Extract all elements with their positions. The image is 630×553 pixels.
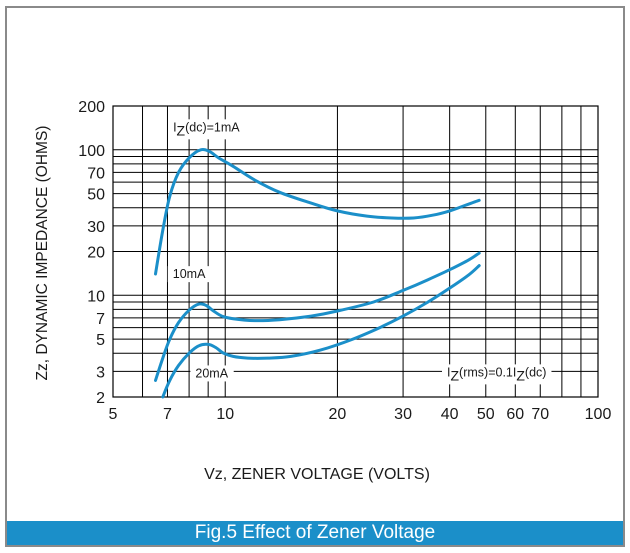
x-tick-label: 60 (506, 406, 524, 423)
annotation-bg (168, 119, 246, 140)
annotation-iz10: 10mA (167, 266, 212, 283)
series-line-iz20 (161, 264, 481, 399)
y-tick-label: 30 (87, 219, 105, 236)
figure-caption: Fig.5 Effect of Zener Voltage (194, 522, 436, 543)
annotation-label: IZ(dc)=1mA (173, 120, 240, 138)
annotation-iz20: 20mA (190, 365, 234, 382)
annotation-bg (190, 365, 234, 382)
grid-layer (112, 105, 599, 398)
y-axis-label: Zz, DYNAMIC IMPEDANCE (OHMS) (34, 126, 51, 381)
y-tick-label: 5 (96, 332, 105, 349)
x-tick-label: 100 (585, 406, 612, 423)
x-tick-label: 70 (531, 406, 549, 423)
y-tick-label: 100 (78, 143, 105, 160)
annotation-label: 20mA (195, 366, 228, 380)
annotation-rms: IZ(rms)=0.1IZ(dc) (442, 364, 552, 385)
y-tick-label: 70 (87, 165, 105, 182)
x-tick-label: 7 (163, 406, 172, 423)
series-layer (154, 147, 481, 399)
y-tick-label: 2 (96, 390, 105, 407)
x-tick-label: 30 (394, 406, 412, 423)
y-tick-label: 3 (96, 364, 105, 381)
series-line-iz1 (154, 147, 481, 276)
y-tick-label: 7 (96, 311, 105, 328)
x-tick-label: 20 (329, 406, 347, 423)
annotation-label: IZ(rms)=0.1IZ(dc) (447, 365, 546, 383)
x-tick-label: 5 (109, 406, 118, 423)
y-tick-label: 20 (87, 245, 105, 262)
annotation-iz1: IZ(dc)=1mA (168, 119, 246, 140)
series-line-iz10 (154, 251, 481, 382)
x-tick-label: 40 (441, 406, 459, 423)
figure-frame: IZ(dc)=1mA 10mA 20mA IZ(rms)=0.1IZ(dc) 5 7 10… (5, 6, 625, 547)
x-tick-label: 10 (216, 406, 234, 423)
y-tick-label: 200 (78, 99, 105, 116)
caption-bar: Fig.5 Effect of Zener Voltage (7, 521, 623, 545)
annotation-bg (167, 266, 212, 283)
y-tick-label: 50 (87, 187, 105, 204)
annotation-label: 10mA (173, 267, 206, 281)
x-axis-label: Vz, ZENER VOLTAGE (VOLTS) (204, 466, 430, 483)
y-tick-label: 10 (87, 288, 105, 305)
annotation-bg (442, 364, 552, 385)
annotation-layer: IZ(dc)=1mA 10mA 20mA IZ(rms)=0.1IZ(dc) (167, 119, 552, 385)
zener-impedance-chart: IZ(dc)=1mA 10mA 20mA IZ(rms)=0.1IZ(dc) 5 7 10… (34, 99, 611, 483)
x-tick-label: 50 (477, 406, 495, 423)
tick-layer: 5 7 10 20 30 40 50 60 70 100 2 3 5 7 10 20 30 50 70 100 200 (78, 99, 611, 423)
